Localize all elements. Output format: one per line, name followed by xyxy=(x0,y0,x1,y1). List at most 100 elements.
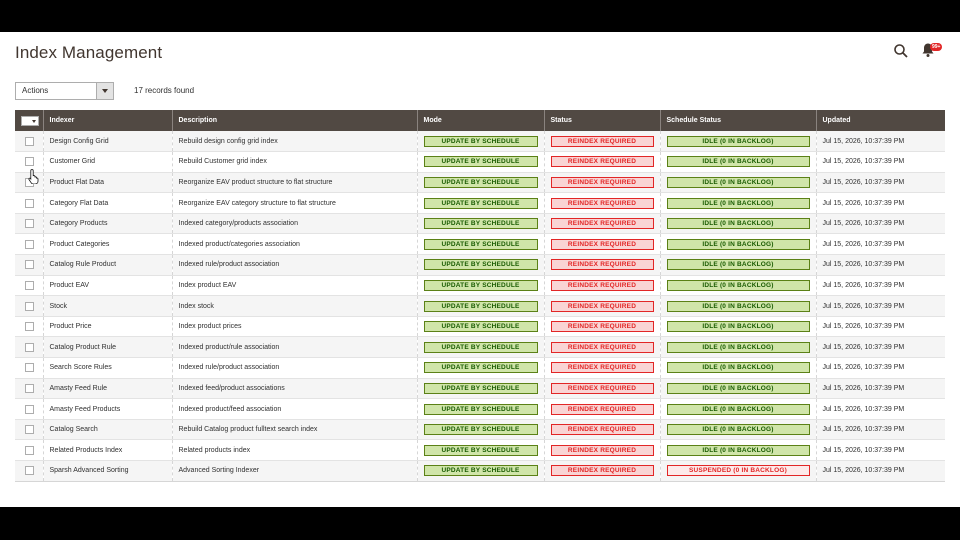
row-select-cell[interactable] xyxy=(15,336,43,359)
table-row[interactable]: Product Price Index product prices UPDATE … xyxy=(15,316,945,338)
column-header-description[interactable]: Description xyxy=(171,110,417,131)
mode-cell: UPDATE BY SCHEDULE xyxy=(416,151,544,173)
row-checkbox[interactable] xyxy=(25,445,34,455)
mode-cell: UPDATE BY SCHEDULE xyxy=(416,419,544,441)
table-row[interactable]: Category Products Indexed category/produc… xyxy=(15,213,945,235)
mass-select-header[interactable] xyxy=(15,110,43,131)
row-select-cell[interactable] xyxy=(15,254,43,276)
row-select-cell[interactable] xyxy=(15,233,43,256)
row-select-cell[interactable] xyxy=(15,398,43,420)
row-select-cell[interactable] xyxy=(15,460,43,482)
row-checkbox[interactable] xyxy=(25,383,34,393)
description-cell: Rebuild Catalog product fulltext search … xyxy=(171,419,417,441)
column-header-mode[interactable]: Mode xyxy=(416,110,544,131)
indexer-cell: Sparsh Advanced Sorting xyxy=(42,460,172,482)
row-checkbox[interactable] xyxy=(25,342,34,352)
table-row[interactable]: Stock Index stock UPDATE BY SCHEDULE REINDE… xyxy=(15,295,945,317)
schedule-status-badge: IDLE (0 IN BACKLOG) xyxy=(666,403,810,415)
row-select-cell[interactable] xyxy=(15,357,43,379)
mode-badge: UPDATE BY SCHEDULE xyxy=(423,259,538,271)
table-row[interactable]: Sparsh Advanced Sorting Advanced Sorting … xyxy=(15,460,945,482)
row-select-cell[interactable] xyxy=(15,316,43,338)
mode-cell: UPDATE BY SCHEDULE xyxy=(416,254,544,276)
schedule-status-badge: IDLE (0 IN BACKLOG) xyxy=(666,424,810,436)
table-row[interactable]: Amasty Feed Products Indexed product/feed… xyxy=(15,398,945,420)
updated-cell: Jul 15, 2026, 10:37:39 PM xyxy=(815,213,945,235)
row-select-cell[interactable] xyxy=(15,213,43,235)
table-row[interactable]: Search Score Rules Indexed rule/product a… xyxy=(15,357,945,379)
table-row[interactable]: Catalog Product Rule Indexed product/rule… xyxy=(15,336,945,359)
row-checkbox[interactable] xyxy=(25,322,34,332)
mass-select-checkbox[interactable] xyxy=(21,115,39,126)
description-cell: Related products index xyxy=(171,439,417,461)
description-cell: Indexed category/products association xyxy=(171,213,417,235)
status-badge: REINDEX REQUIRED xyxy=(550,444,654,456)
row-select-cell[interactable] xyxy=(15,172,43,194)
table-row[interactable]: Product Flat Data Reorganize EAV product … xyxy=(15,172,945,194)
row-checkbox[interactable] xyxy=(25,260,34,270)
row-select-cell[interactable] xyxy=(15,131,43,153)
description-cell: Advanced Sorting Indexer xyxy=(171,460,417,482)
mode-cell: UPDATE BY SCHEDULE xyxy=(416,295,544,317)
status-badge: REINDEX REQUIRED xyxy=(550,300,654,312)
row-checkbox[interactable] xyxy=(25,219,34,229)
row-select-cell[interactable] xyxy=(15,192,43,214)
mode-cell: UPDATE BY SCHEDULE xyxy=(416,336,544,359)
row-checkbox[interactable] xyxy=(25,198,34,208)
mode-badge: UPDATE BY SCHEDULE xyxy=(423,135,538,147)
row-select-cell[interactable] xyxy=(15,275,43,297)
table-row[interactable]: Category Flat Data Reorganize EAV categor… xyxy=(15,192,945,214)
table-row[interactable]: Design Config Grid Rebuild design config … xyxy=(15,131,945,153)
table-row[interactable]: Customer Grid Rebuild Customer grid index… xyxy=(15,151,945,173)
mode-badge: UPDATE BY SCHEDULE xyxy=(423,362,538,374)
schedule-status-cell: IDLE (0 IN BACKLOG) xyxy=(659,398,816,420)
row-checkbox[interactable] xyxy=(25,404,34,414)
column-header-updated[interactable]: Updated xyxy=(815,110,945,131)
mode-cell: UPDATE BY SCHEDULE xyxy=(416,316,544,338)
status-cell: REINDEX REQUIRED xyxy=(543,172,660,194)
status-cell: REINDEX REQUIRED xyxy=(543,316,660,338)
status-cell: REINDEX REQUIRED xyxy=(543,357,660,379)
actions-dropdown[interactable]: Actions xyxy=(15,82,114,100)
row-select-cell[interactable] xyxy=(15,378,43,400)
table-row[interactable]: Amasty Feed Rule Indexed feed/product ass… xyxy=(15,378,945,400)
row-select-cell[interactable] xyxy=(15,295,43,317)
row-checkbox[interactable] xyxy=(25,425,34,435)
row-checkbox[interactable] xyxy=(25,466,34,476)
status-badge: REINDEX REQUIRED xyxy=(550,238,654,250)
row-checkbox[interactable] xyxy=(25,363,34,373)
row-checkbox[interactable] xyxy=(25,239,34,249)
indexer-cell: Amasty Feed Rule xyxy=(42,378,172,400)
column-header-indexer[interactable]: Indexer xyxy=(42,110,172,131)
table-row[interactable]: Product EAV Index product EAV UPDATE BY SC… xyxy=(15,275,945,297)
schedule-status-badge: IDLE (0 IN BACKLOG) xyxy=(666,197,810,209)
mode-cell: UPDATE BY SCHEDULE xyxy=(416,357,544,379)
mode-badge: UPDATE BY SCHEDULE xyxy=(423,279,538,291)
column-header-status[interactable]: Status xyxy=(543,110,660,131)
table-row[interactable]: Catalog Search Rebuild Catalog product fu… xyxy=(15,419,945,441)
status-badge: REINDEX REQUIRED xyxy=(550,197,654,209)
description-cell: Indexed feed/product associations xyxy=(171,378,417,400)
mode-cell: UPDATE BY SCHEDULE xyxy=(416,233,544,256)
row-select-cell[interactable] xyxy=(15,419,43,441)
status-cell: REINDEX REQUIRED xyxy=(543,460,660,482)
column-header-schedule-status[interactable]: Schedule Status xyxy=(659,110,816,131)
schedule-status-badge: IDLE (0 IN BACKLOG) xyxy=(666,218,810,230)
table-row[interactable]: Product Categories Indexed product/catego… xyxy=(15,233,945,256)
row-checkbox[interactable] xyxy=(25,280,34,290)
row-checkbox[interactable] xyxy=(25,157,34,167)
table-row[interactable]: Catalog Rule Product Indexed rule/product… xyxy=(15,254,945,276)
mode-cell: UPDATE BY SCHEDULE xyxy=(416,439,544,461)
row-select-cell[interactable] xyxy=(15,151,43,173)
search-icon[interactable] xyxy=(893,43,909,59)
table-row[interactable]: Related Products Index Related products i… xyxy=(15,439,945,461)
grid-body: Design Config Grid Rebuild design config … xyxy=(15,131,945,482)
row-checkbox[interactable] xyxy=(25,301,34,311)
row-checkbox[interactable] xyxy=(25,136,34,146)
mode-cell: UPDATE BY SCHEDULE xyxy=(416,398,544,420)
mode-cell: UPDATE BY SCHEDULE xyxy=(416,131,544,153)
row-select-cell[interactable] xyxy=(15,439,43,461)
indexer-cell: Product Categories xyxy=(42,233,172,256)
updated-cell: Jul 15, 2026, 10:37:39 PM xyxy=(815,233,945,256)
mode-cell: UPDATE BY SCHEDULE xyxy=(416,275,544,297)
